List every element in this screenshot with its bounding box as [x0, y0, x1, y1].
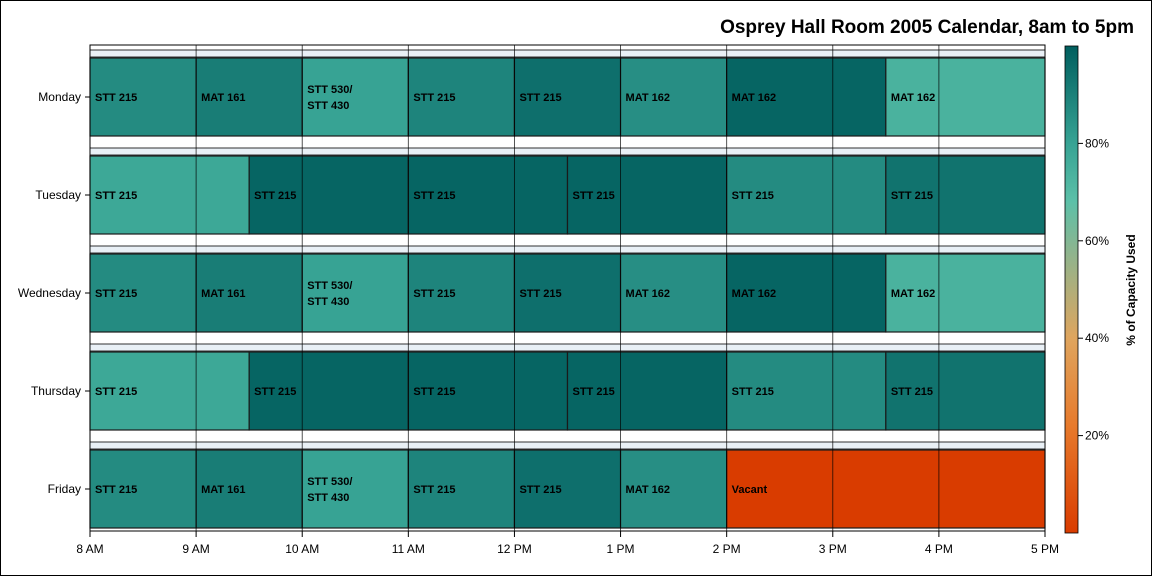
day-band-header — [90, 246, 1045, 253]
block-label: STT 430 — [307, 492, 349, 504]
time-tick-label: 5 PM — [1031, 542, 1059, 556]
legend-tick-label: 40% — [1085, 331, 1109, 345]
day-label: Wednesday — [18, 286, 81, 300]
legend-tick-label: 80% — [1085, 136, 1109, 150]
schedule-block — [302, 58, 408, 136]
block-label: STT 215 — [573, 386, 615, 398]
time-tick-label: 11 AM — [392, 542, 425, 556]
time-tick-label: 8 AM — [76, 542, 103, 556]
block-label: STT 215 — [95, 484, 137, 496]
time-tick-label: 9 AM — [182, 542, 209, 556]
block-label: STT 215 — [95, 386, 137, 398]
block-label: STT 215 — [413, 484, 455, 496]
time-tick-label: 3 PM — [819, 542, 847, 556]
legend-color-bar — [1065, 46, 1078, 533]
block-label: STT 215 — [519, 288, 561, 300]
block-label: STT 215 — [519, 92, 561, 104]
schedule-block — [727, 450, 1045, 528]
block-label: MAT 162 — [626, 484, 670, 496]
block-label: MAT 162 — [626, 288, 670, 300]
block-label: STT 215 — [732, 190, 774, 202]
block-label: STT 530/ — [307, 476, 352, 488]
block-label: STT 215 — [413, 92, 455, 104]
time-tick-label: 10 AM — [285, 542, 319, 556]
capacity-legend: 20% 40% 60% 80% % of Capacity Used — [1065, 46, 1138, 533]
block-label: MAT 162 — [732, 92, 776, 104]
day-band-header — [90, 344, 1045, 351]
block-label: STT 530/ — [307, 280, 352, 292]
block-label: MAT 162 — [891, 92, 935, 104]
time-tick-label: 1 PM — [607, 542, 635, 556]
block-label: STT 215 — [573, 190, 615, 202]
day-band-header — [90, 148, 1045, 155]
block-label: MAT 161 — [201, 288, 245, 300]
block-label: STT 215 — [95, 288, 137, 300]
block-label: MAT 162 — [732, 288, 776, 300]
time-axis: 8 AM 9 AM 10 AM 11 AM 12 PM 1 PM 2 PM 3 PM 4 PM 5… — [76, 531, 1059, 556]
block-label: MAT 162 — [891, 288, 935, 300]
block-label: STT 215 — [413, 190, 455, 202]
block-label: STT 530/ — [307, 84, 352, 96]
block-label: STT 215 — [413, 386, 455, 398]
block-label: STT 215 — [891, 386, 933, 398]
block-label: STT 215 — [891, 190, 933, 202]
block-label: MAT 161 — [201, 484, 245, 496]
block-label: Vacant — [732, 484, 768, 496]
day-label: Monday — [38, 90, 81, 104]
day-band-header — [90, 442, 1045, 449]
time-tick-label: 4 PM — [925, 542, 953, 556]
time-tick-label: 2 PM — [713, 542, 741, 556]
day-axis: Monday Tuesday Wednesday Thursday Friday — [18, 90, 90, 496]
block-label: STT 215 — [732, 386, 774, 398]
day-label: Thursday — [31, 384, 81, 398]
block-label: STT 215 — [519, 484, 561, 496]
block-label: STT 430 — [307, 100, 349, 112]
block-label: STT 430 — [307, 296, 349, 308]
schedule-block — [302, 450, 408, 528]
day-label: Tuesday — [35, 188, 81, 202]
time-tick-label: 12 PM — [497, 542, 532, 556]
day-label: Friday — [48, 482, 81, 496]
block-label: STT 215 — [413, 288, 455, 300]
legend-title: % of Capacity Used — [1124, 234, 1138, 345]
chart-title: Osprey Hall Room 2005 Calendar, 8am to 5… — [720, 17, 1134, 38]
schedule-blocks: STT 215 MAT 161 STT 530/STT 430 STT 215 STT … — [90, 58, 1045, 528]
day-band-header — [90, 50, 1045, 57]
schedule-block — [302, 254, 408, 332]
block-label: STT 215 — [95, 92, 137, 104]
legend-tick-label: 20% — [1085, 429, 1109, 443]
block-label: STT 215 — [95, 190, 137, 202]
block-label: STT 215 — [254, 386, 296, 398]
block-label: MAT 161 — [201, 92, 245, 104]
legend-tick-label: 60% — [1085, 234, 1109, 248]
block-label: STT 215 — [254, 190, 296, 202]
block-label: MAT 162 — [626, 92, 670, 104]
